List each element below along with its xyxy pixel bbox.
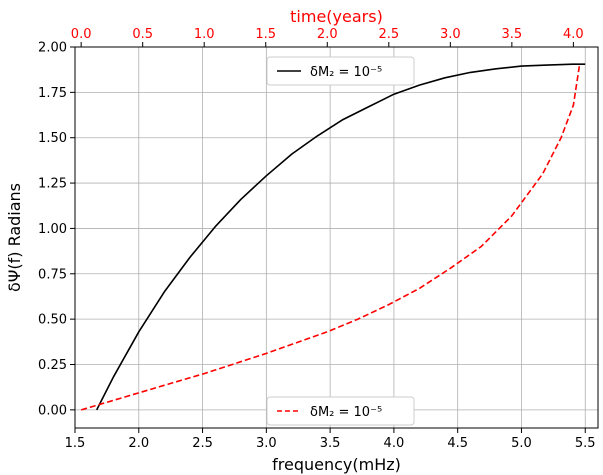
y-tick-label: 0.00	[38, 403, 67, 418]
legend-upper-label: δM₂ = 10⁻⁵	[310, 65, 382, 80]
top-tick-label: 3.5	[502, 27, 523, 42]
y-tick-label: 1.25	[38, 177, 67, 192]
legend-lower-box	[266, 396, 415, 426]
y-tick-label: 2.00	[38, 41, 67, 56]
x-tick-label: 1.5	[65, 436, 86, 451]
top-tick-label: 1.0	[194, 27, 215, 42]
series-line-time	[80, 64, 581, 411]
series-line-frequency	[95, 63, 586, 411]
x-tick-label: 5.0	[511, 436, 532, 451]
legend-upper-box	[266, 56, 415, 86]
y-tick-label: 0.75	[38, 267, 67, 282]
x-tick-label: 4.0	[384, 436, 405, 451]
plot-frame	[74, 46, 599, 429]
legend-lower-label: δM₂ = 10⁻⁵	[310, 405, 382, 420]
y-tick-label: 0.50	[38, 313, 67, 328]
tick-labels: 1.5 2.0 2.5 3.0 3.5 4.0 4.5 5.0 5.5 0.00 0.25 0.50 0…	[38, 27, 596, 451]
y-tick-label: 0.25	[38, 358, 67, 373]
series-layer	[80, 63, 586, 411]
legend-upper: δM₂ = 10⁻⁵	[266, 56, 415, 86]
top-tick-label: 2.0	[317, 27, 338, 42]
y-tick-label: 1.50	[38, 131, 67, 146]
top-axis-label: time(years)	[290, 7, 383, 26]
top-tick-label: 0.0	[71, 27, 92, 42]
y-tick-label: 1.75	[38, 86, 67, 101]
top-tick-label: 3.0	[440, 27, 461, 42]
x-tick-label: 3.0	[256, 436, 277, 451]
x-tick-label: 2.0	[128, 436, 149, 451]
x-tick-label: 4.5	[447, 436, 468, 451]
top-tick-label: 1.5	[255, 27, 276, 42]
y-tick-label: 1.00	[38, 222, 67, 237]
legend-lower: δM₂ = 10⁻⁵	[266, 396, 415, 426]
y-axis-label: δΨ(f) Radians	[5, 183, 24, 292]
x-tick-label: 3.5	[320, 436, 341, 451]
top-tick-label: 0.5	[132, 27, 153, 42]
x-tick-label: 2.5	[192, 436, 213, 451]
top-tick-label: 2.5	[378, 27, 399, 42]
x-axis-label: frequency(mHz)	[272, 455, 401, 474]
ticks	[70, 42, 586, 433]
top-tick-label: 4.0	[563, 27, 584, 42]
x-tick-label: 5.5	[575, 436, 596, 451]
